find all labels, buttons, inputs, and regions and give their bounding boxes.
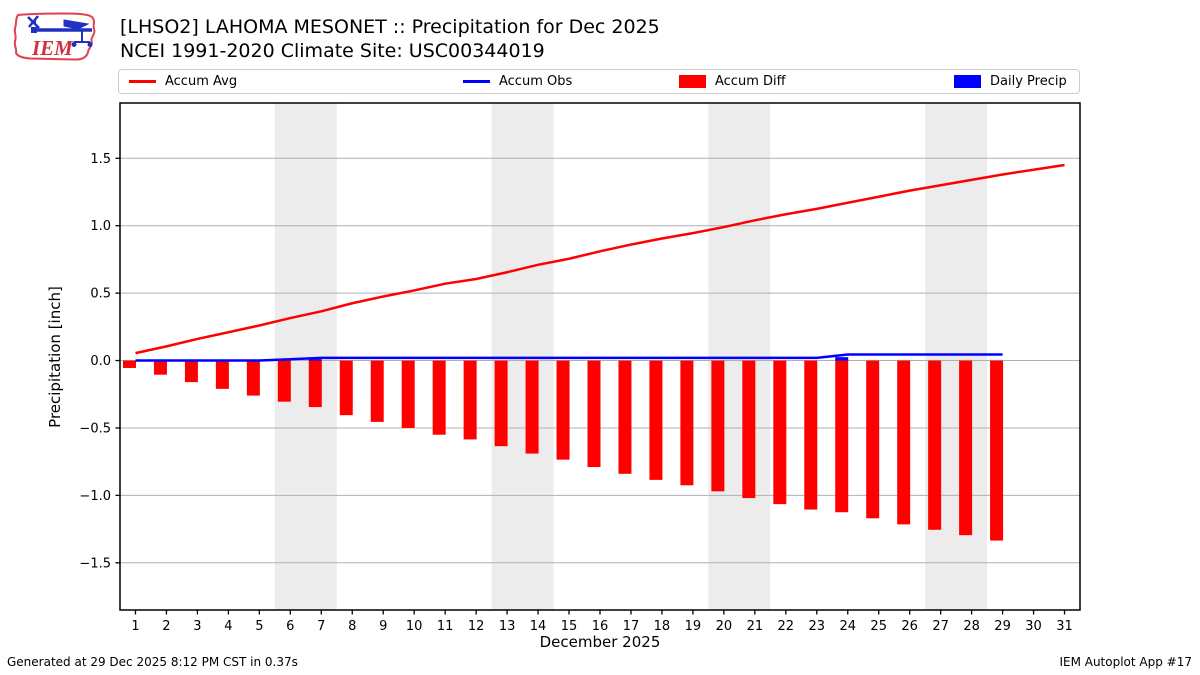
svg-text:22: 22	[778, 619, 795, 634]
svg-text:4: 4	[224, 619, 232, 634]
generated-timestamp: Generated at 29 Dec 2025 8:12 PM CST in …	[7, 655, 298, 669]
iem-logo-text: IEM	[31, 36, 74, 60]
svg-text:−1.5: −1.5	[79, 556, 111, 571]
svg-text:23: 23	[809, 619, 826, 634]
chart-title: [LHSO2] LAHOMA MESONET :: Precipitation …	[120, 16, 660, 38]
svg-text:27: 27	[932, 619, 949, 634]
legend-item-accum-avg: Accum Avg	[129, 70, 237, 93]
x-axis-ticks: 1 2 3 4 5 6 7 8 9 10 11 12 13 14 15 16 17 18 19 20 21 22 23 24 2…	[131, 610, 1073, 634]
svg-text:7: 7	[317, 619, 325, 634]
svg-text:31: 31	[1056, 619, 1073, 634]
svg-text:8: 8	[348, 619, 356, 634]
legend-label: Accum Diff	[715, 74, 786, 89]
accum-avg-line	[135, 163, 1065, 355]
legend-label: Accum Obs	[499, 74, 573, 89]
svg-text:19: 19	[685, 619, 702, 634]
svg-text:16: 16	[592, 619, 609, 634]
iem-logo: IEM	[8, 6, 110, 68]
weekend-shading	[274, 103, 988, 610]
x-axis-label: December 2025	[539, 633, 661, 651]
svg-text:26: 26	[901, 619, 918, 634]
svg-text:25: 25	[870, 619, 887, 634]
chart-subtitle: NCEI 1991-2020 Climate Site: USC00344019	[120, 40, 545, 62]
accum-avg-line-swatch	[129, 80, 156, 83]
chart-legend: Accum Avg Accum Obs Accum Diff Daily Pre…	[118, 69, 1080, 94]
legend-label: Accum Avg	[165, 74, 238, 89]
autoplot-app-credit: IEM Autoplot App #17	[1059, 655, 1192, 669]
accum-obs-line-swatch	[463, 80, 490, 83]
svg-text:21: 21	[747, 619, 764, 634]
svg-text:10: 10	[406, 619, 423, 634]
svg-text:5: 5	[255, 619, 263, 634]
svg-text:1.5: 1.5	[90, 152, 111, 167]
svg-text:15: 15	[561, 619, 578, 634]
svg-text:12: 12	[468, 619, 485, 634]
svg-text:13: 13	[499, 619, 516, 634]
accum-diff-patch-swatch	[679, 75, 706, 88]
accum-diff-bars	[122, 360, 1004, 541]
svg-text:0.5: 0.5	[90, 287, 111, 302]
legend-item-accum-diff: Accum Diff	[679, 70, 786, 93]
accum-obs-line	[135, 353, 1003, 362]
svg-text:24: 24	[839, 619, 856, 634]
legend-item-daily-precip: Daily Precip	[954, 70, 1067, 93]
svg-text:9: 9	[379, 619, 387, 634]
svg-text:−1.0: −1.0	[79, 489, 111, 504]
y-axis-label: Precipitation [inch]	[46, 286, 64, 428]
svg-text:18: 18	[654, 619, 671, 634]
legend-label: Daily Precip	[990, 74, 1067, 89]
svg-text:6: 6	[286, 619, 294, 634]
legend-item-accum-obs: Accum Obs	[463, 70, 572, 93]
svg-text:−0.5: −0.5	[79, 421, 111, 436]
weathervane-icon	[27, 15, 93, 47]
iowa-outline	[13, 12, 96, 61]
svg-text:30: 30	[1025, 619, 1042, 634]
svg-text:0.0: 0.0	[90, 354, 111, 369]
svg-text:2: 2	[162, 619, 170, 634]
svg-text:14: 14	[530, 619, 547, 634]
y-axis-ticks: −1.5 −1.0 −0.5 0.0 0.5 1.0 1.5	[79, 152, 120, 571]
iem-logo-graphic: IEM	[13, 12, 96, 61]
svg-text:1: 1	[131, 619, 139, 634]
daily-precip-patch-swatch	[954, 75, 981, 88]
svg-text:1.0: 1.0	[90, 219, 111, 234]
svg-text:3: 3	[193, 619, 201, 634]
svg-text:20: 20	[716, 619, 733, 634]
svg-text:28: 28	[963, 619, 980, 634]
svg-text:29: 29	[994, 619, 1011, 634]
svg-text:11: 11	[437, 619, 454, 634]
svg-text:17: 17	[623, 619, 640, 634]
